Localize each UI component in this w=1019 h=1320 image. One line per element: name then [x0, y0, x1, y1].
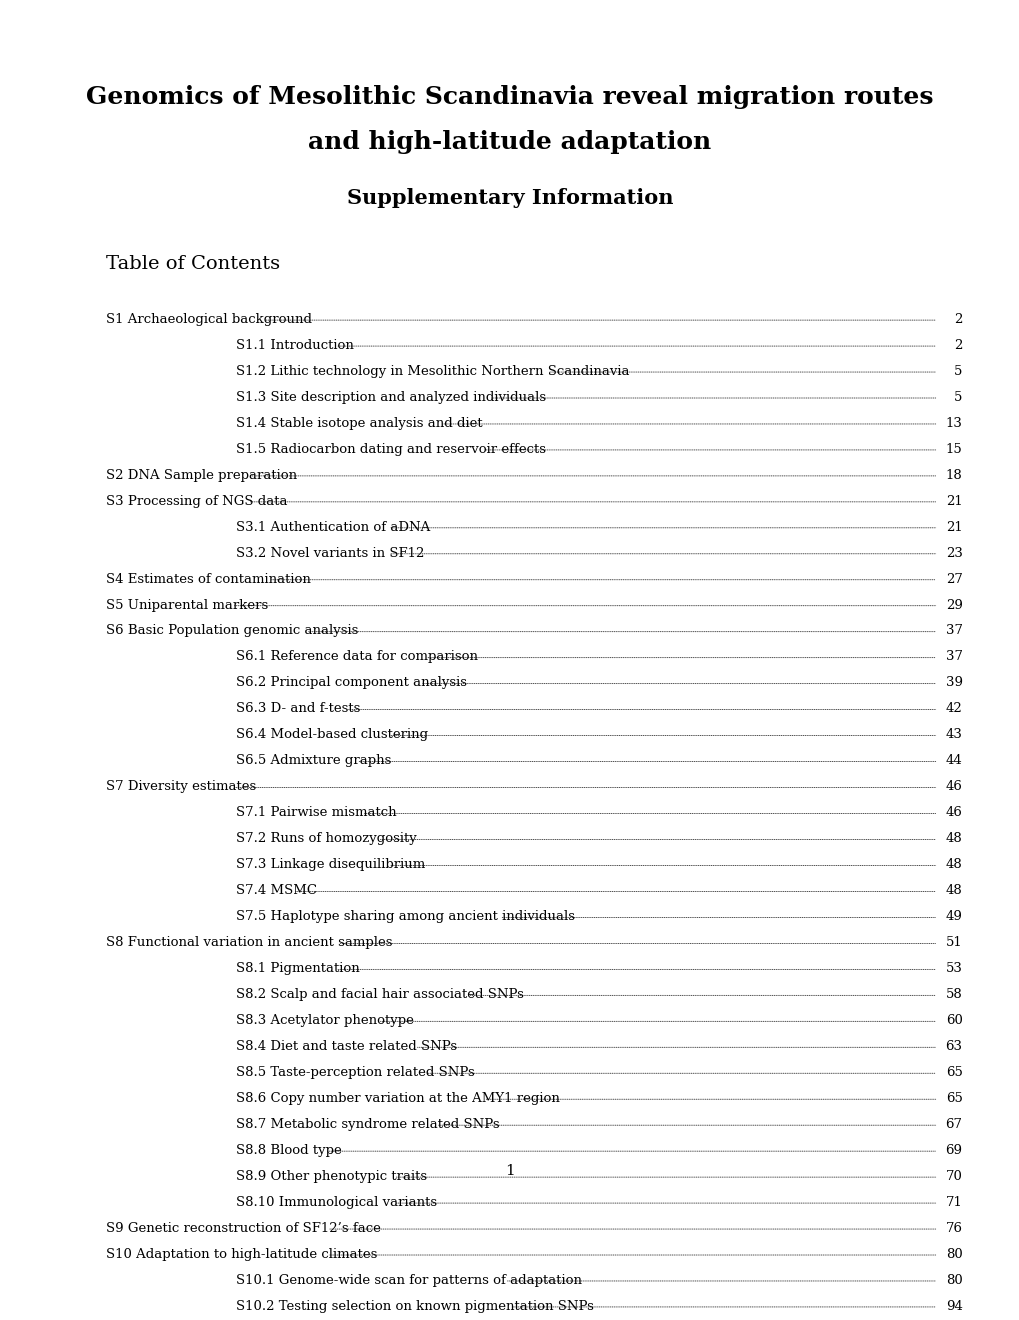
- Text: 48: 48: [945, 858, 962, 871]
- Text: 43: 43: [945, 729, 962, 742]
- Text: 5: 5: [954, 364, 962, 378]
- Text: S6 Basic Population genomic analysis: S6 Basic Population genomic analysis: [105, 624, 358, 638]
- Text: S1.1 Introduction: S1.1 Introduction: [235, 339, 353, 352]
- Text: 37: 37: [945, 651, 962, 664]
- Text: S3.1 Authentication of aDNA: S3.1 Authentication of aDNA: [235, 520, 429, 533]
- Text: S8.9 Other phenotypic traits: S8.9 Other phenotypic traits: [235, 1170, 426, 1183]
- Text: S6.1 Reference data for comparison: S6.1 Reference data for comparison: [235, 651, 477, 664]
- Text: 2: 2: [954, 313, 962, 326]
- Text: 67: 67: [945, 1118, 962, 1131]
- Text: 13: 13: [945, 417, 962, 430]
- Text: 21: 21: [945, 520, 962, 533]
- Text: S9 Genetic reconstruction of SF12’s face: S9 Genetic reconstruction of SF12’s face: [105, 1222, 380, 1234]
- Text: S6.2 Principal component analysis: S6.2 Principal component analysis: [235, 676, 466, 689]
- Text: S1.3 Site description and analyzed individuals: S1.3 Site description and analyzed indiv…: [235, 391, 545, 404]
- Text: S8.7 Metabolic syndrome related SNPs: S8.7 Metabolic syndrome related SNPs: [235, 1118, 498, 1131]
- Text: 21: 21: [945, 495, 962, 508]
- Text: S3.2 Novel variants in SF12: S3.2 Novel variants in SF12: [235, 546, 424, 560]
- Text: 15: 15: [945, 442, 962, 455]
- Text: 46: 46: [945, 807, 962, 820]
- Text: 51: 51: [945, 936, 962, 949]
- Text: S10.2 Testing selection on known pigmentation SNPs: S10.2 Testing selection on known pigment…: [235, 1300, 593, 1312]
- Text: 76: 76: [945, 1222, 962, 1234]
- Text: 23: 23: [945, 546, 962, 560]
- Text: 80: 80: [945, 1247, 962, 1261]
- Text: S1.5 Radiocarbon dating and reservoir effects: S1.5 Radiocarbon dating and reservoir ef…: [235, 442, 545, 455]
- Text: 39: 39: [945, 676, 962, 689]
- Text: S1.2 Lithic technology in Mesolithic Northern Scandinavia: S1.2 Lithic technology in Mesolithic Nor…: [235, 364, 629, 378]
- Text: 48: 48: [945, 832, 962, 845]
- Text: 65: 65: [945, 1067, 962, 1078]
- Text: S4 Estimates of contamination: S4 Estimates of contamination: [105, 573, 310, 586]
- Text: 42: 42: [945, 702, 962, 715]
- Text: S8.6 Copy number variation at the AMY1 region: S8.6 Copy number variation at the AMY1 r…: [235, 1092, 558, 1105]
- Text: 1: 1: [504, 1164, 515, 1177]
- Text: S1 Archaeological background: S1 Archaeological background: [105, 313, 311, 326]
- Text: 69: 69: [945, 1144, 962, 1156]
- Text: S8.2 Scalp and facial hair associated SNPs: S8.2 Scalp and facial hair associated SN…: [235, 989, 523, 1001]
- Text: 80: 80: [945, 1274, 962, 1287]
- Text: S7.2 Runs of homozygosity: S7.2 Runs of homozygosity: [235, 832, 416, 845]
- Text: 94: 94: [945, 1300, 962, 1312]
- Text: Supplementary Information: Supplementary Information: [346, 189, 673, 209]
- Text: S8.3 Acetylator phenotype: S8.3 Acetylator phenotype: [235, 1014, 413, 1027]
- Text: S8.10 Immunological variants: S8.10 Immunological variants: [235, 1196, 436, 1209]
- Text: S8.1 Pigmentation: S8.1 Pigmentation: [235, 962, 359, 975]
- Text: 2: 2: [954, 339, 962, 352]
- Text: Table of Contents: Table of Contents: [105, 255, 279, 273]
- Text: S8.8 Blood type: S8.8 Blood type: [235, 1144, 341, 1156]
- Text: S8.4 Diet and taste related SNPs: S8.4 Diet and taste related SNPs: [235, 1040, 457, 1053]
- Text: and high-latitude adaptation: and high-latitude adaptation: [308, 131, 711, 154]
- Text: 46: 46: [945, 780, 962, 793]
- Text: S7.4 MSMC: S7.4 MSMC: [235, 884, 316, 898]
- Text: 48: 48: [945, 884, 962, 898]
- Text: S7.3 Linkage disequilibrium: S7.3 Linkage disequilibrium: [235, 858, 424, 871]
- Text: 71: 71: [945, 1196, 962, 1209]
- Text: S8.5 Taste-perception related SNPs: S8.5 Taste-perception related SNPs: [235, 1067, 474, 1078]
- Text: 29: 29: [945, 598, 962, 611]
- Text: 65: 65: [945, 1092, 962, 1105]
- Text: S10.1 Genome-wide scan for patterns of adaptation: S10.1 Genome-wide scan for patterns of a…: [235, 1274, 581, 1287]
- Text: 49: 49: [945, 911, 962, 923]
- Text: S7.5 Haplotype sharing among ancient individuals: S7.5 Haplotype sharing among ancient ind…: [235, 911, 574, 923]
- Text: Genomics of Mesolithic Scandinavia reveal migration routes: Genomics of Mesolithic Scandinavia revea…: [87, 84, 932, 108]
- Text: 60: 60: [945, 1014, 962, 1027]
- Text: S5 Uniparental markers: S5 Uniparental markers: [105, 598, 268, 611]
- Text: 58: 58: [945, 989, 962, 1001]
- Text: 70: 70: [945, 1170, 962, 1183]
- Text: S3 Processing of NGS data: S3 Processing of NGS data: [105, 495, 286, 508]
- Text: 5: 5: [954, 391, 962, 404]
- Text: S7.1 Pairwise mismatch: S7.1 Pairwise mismatch: [235, 807, 395, 820]
- Text: S6.3 D- and f-tests: S6.3 D- and f-tests: [235, 702, 360, 715]
- Text: 53: 53: [945, 962, 962, 975]
- Text: S10 Adaptation to high-latitude climates: S10 Adaptation to high-latitude climates: [105, 1247, 377, 1261]
- Text: 18: 18: [945, 469, 962, 482]
- Text: 44: 44: [945, 754, 962, 767]
- Text: S8 Functional variation in ancient samples: S8 Functional variation in ancient sampl…: [105, 936, 391, 949]
- Text: S1.4 Stable isotope analysis and diet: S1.4 Stable isotope analysis and diet: [235, 417, 482, 430]
- Text: 27: 27: [945, 573, 962, 586]
- Text: 37: 37: [945, 624, 962, 638]
- Text: S7 Diversity estimates: S7 Diversity estimates: [105, 780, 256, 793]
- Text: 63: 63: [945, 1040, 962, 1053]
- Text: S6.4 Model-based clustering: S6.4 Model-based clustering: [235, 729, 427, 742]
- Text: S6.5 Admixture graphs: S6.5 Admixture graphs: [235, 754, 390, 767]
- Text: S2 DNA Sample preparation: S2 DNA Sample preparation: [105, 469, 297, 482]
